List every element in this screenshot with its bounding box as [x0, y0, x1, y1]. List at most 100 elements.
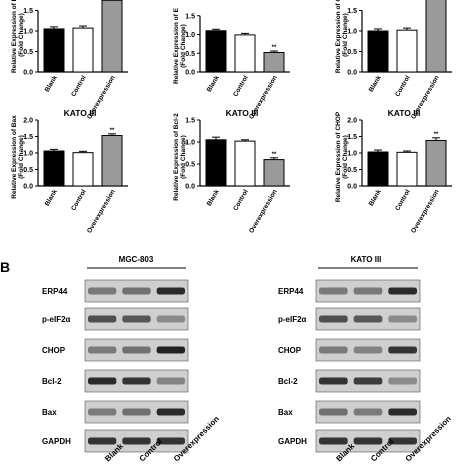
- protein-label: Bax: [278, 408, 293, 417]
- category-label: Overexpression: [86, 188, 117, 234]
- category-label: Blank: [206, 188, 221, 207]
- y-tick-label: 1.0: [347, 151, 357, 158]
- protein-band: [88, 408, 117, 416]
- protein-band: [122, 437, 151, 445]
- y-tick-label: 1.5: [185, 118, 195, 125]
- protein-band: [122, 346, 151, 354]
- y-tick-label: 0.5: [347, 49, 357, 56]
- y-axis-label-unit: (Fold Change): [342, 135, 349, 179]
- chart-title: KATO III: [64, 108, 97, 118]
- protein-band: [88, 346, 117, 354]
- category-label: Control: [394, 74, 412, 98]
- protein-band: [319, 408, 348, 416]
- protein-band: [353, 437, 383, 445]
- y-tick-label: 0.5: [347, 167, 357, 174]
- y-axis-label-unit: (Fold Change): [18, 135, 25, 179]
- protein-band: [353, 287, 383, 295]
- category-label: Control: [232, 188, 250, 212]
- protein-band: [156, 408, 185, 416]
- bar-overexpression: [263, 159, 285, 187]
- y-tick-label: 0.0: [23, 184, 33, 191]
- y-tick-label: 0.5: [23, 49, 33, 56]
- chart-panel-2: 0.0 0.5 1.0 1.5 Relative Expression of E (Fol…: [173, 7, 290, 121]
- y-tick-label: 0.5: [185, 51, 195, 58]
- protein-band: [122, 287, 151, 295]
- y-tick-label: 1.0: [185, 32, 195, 39]
- bar-control: [396, 151, 418, 187]
- bar-blank: [367, 151, 389, 187]
- y-tick-label: 0.0: [347, 184, 357, 191]
- protein-band: [88, 377, 117, 385]
- y-axis-label-unit: (Fold Change): [180, 24, 187, 68]
- bar-blank: [205, 30, 227, 73]
- category-label: Control: [232, 74, 250, 98]
- y-tick-label: 2.0: [23, 118, 33, 125]
- y-tick-label: 0.0: [185, 70, 195, 77]
- bar-overexpression: [425, 0, 447, 73]
- chart-title: KATO III: [388, 108, 421, 118]
- protein-band: [353, 346, 383, 354]
- bar-blank: [367, 30, 389, 73]
- category-label: Control: [70, 188, 88, 212]
- protein-band: [319, 315, 348, 323]
- y-axis-label: Relative Expression of Bax: [11, 115, 18, 199]
- y-tick-label: 1.5: [23, 134, 33, 141]
- significance-marker: **: [434, 132, 439, 138]
- protein-band: [122, 408, 151, 416]
- protein-band: [122, 377, 151, 385]
- y-tick-label: 1.0: [185, 140, 195, 147]
- protein-band: [388, 315, 417, 323]
- category-label: Blank: [368, 188, 383, 207]
- blot-title: MGC-803: [119, 255, 154, 264]
- bar-blank: [205, 139, 227, 187]
- y-axis-label-unit: (Fold Change): [18, 13, 25, 57]
- protein-band: [319, 437, 348, 445]
- chart-panel-6: 0.0 0.5 1.0 1.5 2.0 Relative Expression of CH…: [335, 108, 452, 235]
- protein-label: Bcl-2: [42, 377, 62, 386]
- y-tick-label: 0.0: [185, 184, 195, 191]
- protein-band: [388, 408, 417, 416]
- protein-label: GAPDH: [278, 437, 307, 446]
- bar-control: [234, 140, 256, 187]
- protein-band: [353, 377, 383, 385]
- protein-band: [319, 287, 348, 295]
- chart-panel-3: 0.0 0.5 1.0 1.5 Relative Expression of C (Fol…: [335, 0, 452, 121]
- category-label: Blank: [206, 74, 221, 93]
- y-tick-label: 1.0: [347, 29, 357, 36]
- bar-overexpression: [101, 0, 123, 73]
- category-label: Control: [394, 188, 412, 212]
- bar-control: [234, 34, 256, 73]
- protein-band: [156, 377, 185, 385]
- category-label: Blank: [44, 188, 59, 207]
- protein-label: GAPDH: [42, 437, 71, 446]
- protein-band: [156, 287, 185, 295]
- bar-control: [396, 29, 418, 73]
- protein-band: [156, 315, 185, 323]
- y-axis-label: Relative Expression of E: [173, 7, 180, 84]
- blot-1: MGC-803ERP44p-eIF2αCHOPBcl-2BaxGAPDHBlan…: [42, 255, 221, 463]
- category-label: Blank: [368, 74, 383, 93]
- bar-overexpression: [101, 135, 123, 187]
- protein-band: [122, 315, 151, 323]
- bar-blank: [43, 28, 65, 73]
- chart-panel-1: 0.0 0.5 1.0 1.5 Relative Expression of E (Fol…: [11, 0, 128, 121]
- protein-band: [353, 315, 383, 323]
- y-tick-label: 1.5: [185, 13, 195, 20]
- y-axis-label: Relative Expression of Bcl-2: [173, 113, 180, 201]
- y-tick-label: 0.5: [185, 162, 195, 169]
- protein-label: Bax: [42, 408, 57, 417]
- bar-control: [72, 27, 94, 73]
- protein-band: [156, 437, 185, 445]
- y-axis-label: Relative Expression of CHOP: [335, 111, 342, 202]
- protein-label: p-eIF2α: [42, 315, 71, 324]
- blot-title: KATO III: [351, 255, 382, 264]
- protein-band: [388, 346, 417, 354]
- y-tick-label: 0.5: [23, 167, 33, 174]
- protein-band: [388, 377, 417, 385]
- protein-band: [319, 346, 348, 354]
- y-tick-label: 1.0: [23, 29, 33, 36]
- bar-control: [72, 152, 94, 187]
- y-tick-label: 1.5: [347, 134, 357, 141]
- y-tick-label: 0.0: [347, 70, 357, 77]
- chart-panel-4: 0.0 0.5 1.0 1.5 2.0 Relative Expression of Ba…: [11, 108, 128, 235]
